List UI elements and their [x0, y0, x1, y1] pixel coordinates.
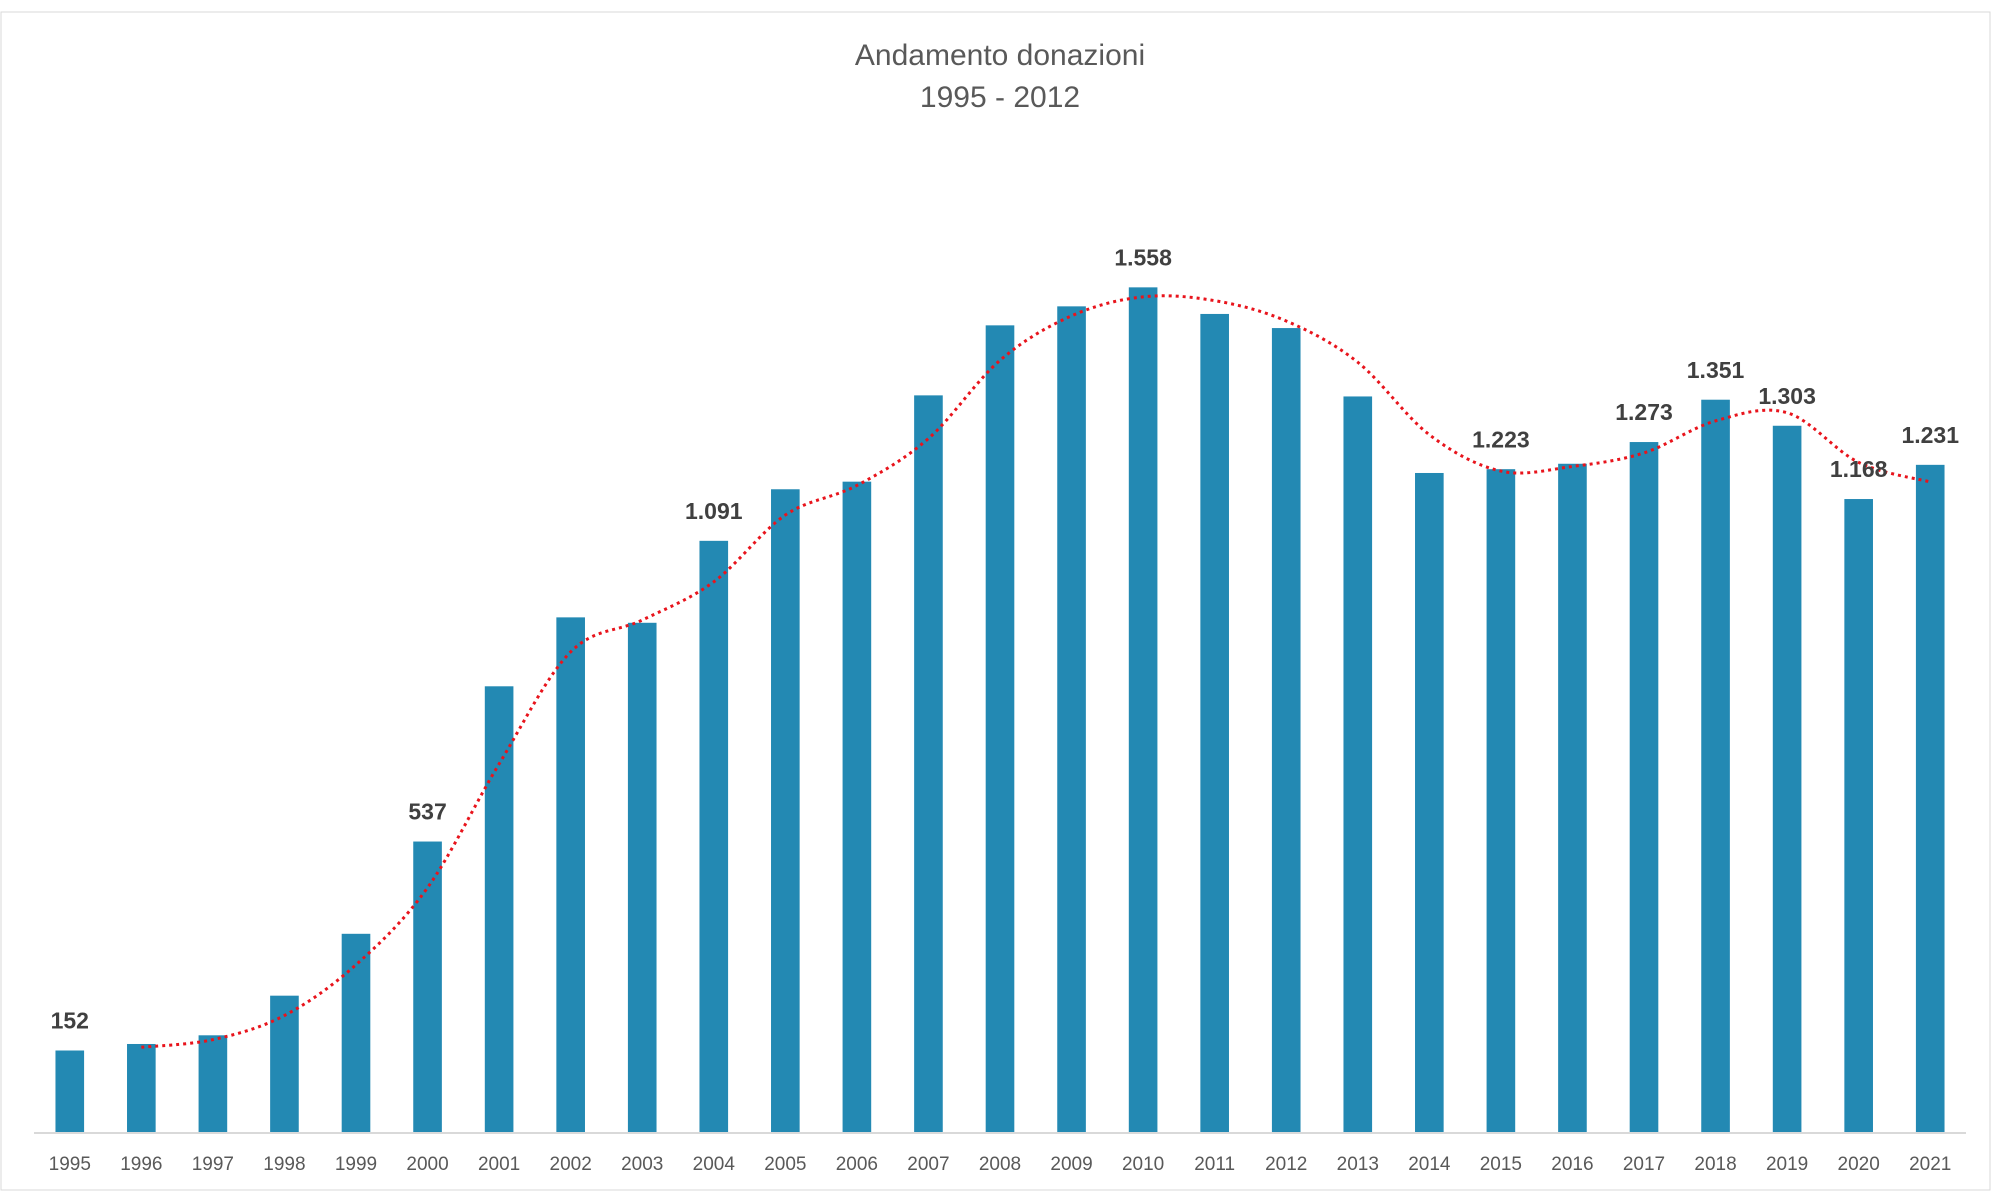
- bar: [341, 933, 371, 1133]
- bar: [55, 1050, 85, 1133]
- bar: [842, 481, 872, 1134]
- x-tick-label: 1996: [120, 1154, 162, 1175]
- bar: [1343, 396, 1373, 1133]
- x-tick-label: 2000: [406, 1154, 448, 1175]
- data-label: 1.303: [1758, 383, 1816, 409]
- bar: [1915, 464, 1945, 1133]
- x-tick-label: 2020: [1838, 1154, 1880, 1175]
- x-tick-label: 2015: [1480, 1154, 1522, 1175]
- bar: [556, 617, 585, 1133]
- x-tick-label: 1997: [192, 1154, 234, 1175]
- x-tick-label: 1995: [49, 1154, 91, 1175]
- x-tick-label: 2007: [907, 1154, 949, 1175]
- x-tick-label: 2002: [550, 1154, 592, 1175]
- x-tick-label: 2018: [1694, 1154, 1736, 1175]
- chart-frame: [0, 11, 1991, 1191]
- chart-subtitle: 1995 - 2012: [920, 81, 1080, 114]
- bar: [127, 1043, 156, 1133]
- bar: [484, 686, 514, 1133]
- bar: [699, 540, 729, 1133]
- data-label: 1.351: [1687, 357, 1745, 383]
- bar: [1486, 469, 1516, 1134]
- bar: [1701, 399, 1730, 1133]
- bar: [985, 325, 1015, 1133]
- data-label: 1.091: [685, 498, 743, 524]
- data-label: 152: [51, 1008, 89, 1034]
- bar: [914, 395, 943, 1133]
- data-label: 1.558: [1114, 244, 1172, 270]
- bar: [1844, 499, 1873, 1134]
- x-tick-label: 2019: [1766, 1154, 1808, 1175]
- bar: [1057, 306, 1086, 1133]
- data-label: 1.168: [1830, 456, 1888, 482]
- trendline: [141, 294, 1931, 1049]
- bar: [1629, 442, 1659, 1133]
- bar: [1128, 287, 1158, 1133]
- x-tick-label: 2021: [1909, 1154, 1951, 1175]
- bar: [198, 1035, 228, 1133]
- bar: [1200, 313, 1229, 1133]
- data-label: 1.223: [1472, 426, 1530, 452]
- x-tick-label: 2006: [836, 1154, 878, 1175]
- x-tick-label: 2013: [1337, 1154, 1379, 1175]
- x-tick-label: 1999: [335, 1154, 377, 1175]
- x-tick-label: 1998: [263, 1154, 305, 1175]
- x-tick-label: 2001: [478, 1154, 520, 1175]
- x-tick-label: 2008: [979, 1154, 1021, 1175]
- x-tick-label: 2009: [1050, 1154, 1092, 1175]
- bar: [1271, 328, 1301, 1133]
- x-tick-label: 2012: [1265, 1154, 1307, 1175]
- bar: [627, 622, 657, 1133]
- data-label: 1.273: [1615, 399, 1673, 425]
- bar: [771, 489, 800, 1133]
- bar: [1415, 472, 1444, 1134]
- bar: [270, 995, 299, 1133]
- x-tick-label: 2014: [1408, 1154, 1451, 1175]
- x-tick-label: 2016: [1551, 1154, 1593, 1175]
- x-tick-label: 2005: [764, 1154, 806, 1175]
- x-tick-label: 2011: [1194, 1154, 1235, 1175]
- bar: [1558, 463, 1587, 1133]
- data-label: 537: [408, 799, 446, 825]
- x-tick-label: 2017: [1623, 1154, 1665, 1175]
- chart-title: Andamento donazioni: [855, 39, 1145, 72]
- x-tick-label: 2003: [621, 1154, 663, 1175]
- x-tick-label: 2004: [693, 1154, 736, 1175]
- data-label: 1.231: [1901, 422, 1959, 448]
- bar: [1772, 425, 1802, 1133]
- bar: [413, 841, 442, 1133]
- x-tick-label: 2010: [1122, 1154, 1164, 1175]
